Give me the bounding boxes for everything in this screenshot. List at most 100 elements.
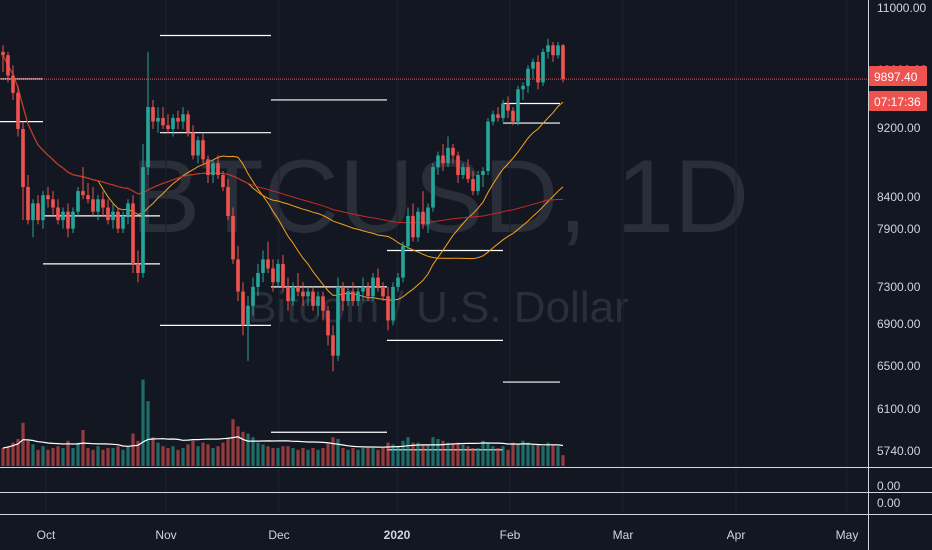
candle-body xyxy=(501,103,505,118)
candle-body xyxy=(446,147,450,164)
candle-body xyxy=(326,310,330,336)
candle-body xyxy=(511,110,515,122)
moving-averages xyxy=(2,54,564,301)
volume-bar xyxy=(1,448,5,466)
volume-bar xyxy=(441,440,445,466)
candle-body xyxy=(526,68,530,86)
x-tick: Apr xyxy=(727,528,746,542)
volume-bar xyxy=(296,449,300,466)
y-tick: 5740.00 xyxy=(877,444,921,458)
candle-body xyxy=(536,61,540,83)
candle-body xyxy=(486,121,490,172)
candle-body xyxy=(261,259,265,274)
candle-body xyxy=(496,114,500,118)
volume-bar xyxy=(346,449,350,466)
candle-body xyxy=(221,175,225,188)
y-tick: 7300.00 xyxy=(877,280,921,294)
volume-bar xyxy=(121,449,125,466)
candle-body xyxy=(296,286,300,292)
time-axis[interactable]: Oct Nov Dec 2020 Feb Mar Apr May xyxy=(37,528,859,542)
volume-bar xyxy=(141,379,145,466)
y-tick: 6500.00 xyxy=(877,359,921,373)
candle-body xyxy=(201,140,205,160)
volume-bar xyxy=(381,448,385,466)
horizontal-levels xyxy=(0,34,560,451)
volume-bar xyxy=(516,444,520,466)
volume-bar xyxy=(371,448,375,466)
volume-bar xyxy=(166,448,170,466)
volume-bar xyxy=(126,446,130,466)
candle-body xyxy=(51,199,55,208)
volume-bar xyxy=(541,446,545,466)
x-tick: 2020 xyxy=(384,528,411,542)
candle-body xyxy=(101,199,105,208)
last-price-tags: 10000.00 9897.40 07:17:36 xyxy=(869,63,927,111)
volume-bar xyxy=(76,442,80,466)
candle-body xyxy=(226,187,230,216)
candle-body xyxy=(301,291,305,297)
candle-body xyxy=(181,114,185,122)
volume-bar xyxy=(206,444,210,466)
candle-body xyxy=(456,155,460,176)
candle-body xyxy=(441,155,445,164)
volume-bar xyxy=(81,430,85,466)
candle-body xyxy=(81,191,85,196)
candle-body xyxy=(36,203,40,221)
volume-bar xyxy=(101,449,105,466)
candle-body xyxy=(346,291,350,302)
candle-body xyxy=(316,296,320,306)
volume-bar xyxy=(561,455,565,466)
candle-body xyxy=(96,199,100,212)
volume-bar xyxy=(26,440,30,466)
candle-body xyxy=(391,286,395,321)
volume-bar xyxy=(86,448,90,466)
volume-bar xyxy=(281,446,285,466)
price-axis[interactable]: 11000.00 9200.00 8400.00 7900.00 7300.00… xyxy=(877,1,926,510)
volume-bar xyxy=(531,444,535,466)
candle-body xyxy=(306,291,310,297)
volume-bar xyxy=(311,448,315,466)
volume-bar xyxy=(546,442,550,466)
lower-pane-value: 0.00 xyxy=(877,479,901,493)
candle-body xyxy=(161,117,165,126)
volume-bar xyxy=(36,449,40,466)
volume-bar xyxy=(551,444,555,466)
bar-countdown: 07:17:36 xyxy=(874,95,921,109)
candle-body xyxy=(421,211,425,225)
candle-body xyxy=(461,167,465,176)
y-tick: 11000.00 xyxy=(877,1,926,15)
volume-bar xyxy=(11,442,15,466)
x-tick: Feb xyxy=(500,528,521,542)
volume-bar xyxy=(341,448,345,466)
volume-bar xyxy=(156,442,160,466)
volume-bar xyxy=(6,446,10,466)
y-tick: 7900.00 xyxy=(877,222,921,236)
candle-body xyxy=(1,51,5,56)
candle-body xyxy=(396,277,400,287)
volume-bar xyxy=(186,444,190,466)
volume-bar xyxy=(536,444,540,466)
grid xyxy=(45,0,848,514)
volume-bar xyxy=(56,446,60,466)
y-tick: 8400.00 xyxy=(877,190,921,204)
volume-bar xyxy=(161,446,165,466)
candle-body xyxy=(376,277,380,287)
candle-body xyxy=(311,291,315,306)
volume-bar xyxy=(461,444,465,466)
candle-body xyxy=(521,85,525,90)
candle-body xyxy=(466,167,470,179)
last-price-tag xyxy=(869,66,927,86)
candle-body xyxy=(481,171,485,176)
candle-body xyxy=(516,89,520,122)
candle-body xyxy=(371,277,375,297)
candle-body xyxy=(71,211,75,229)
candle-body xyxy=(111,211,115,221)
candle-body xyxy=(531,61,535,69)
volume-bar xyxy=(226,437,230,466)
candle-body xyxy=(156,117,160,122)
volume-bar xyxy=(256,442,260,466)
volume-bar xyxy=(131,433,135,466)
volume-bar xyxy=(16,439,20,466)
watermark-description: Bitcoin / U.S. Dollar xyxy=(247,283,628,332)
